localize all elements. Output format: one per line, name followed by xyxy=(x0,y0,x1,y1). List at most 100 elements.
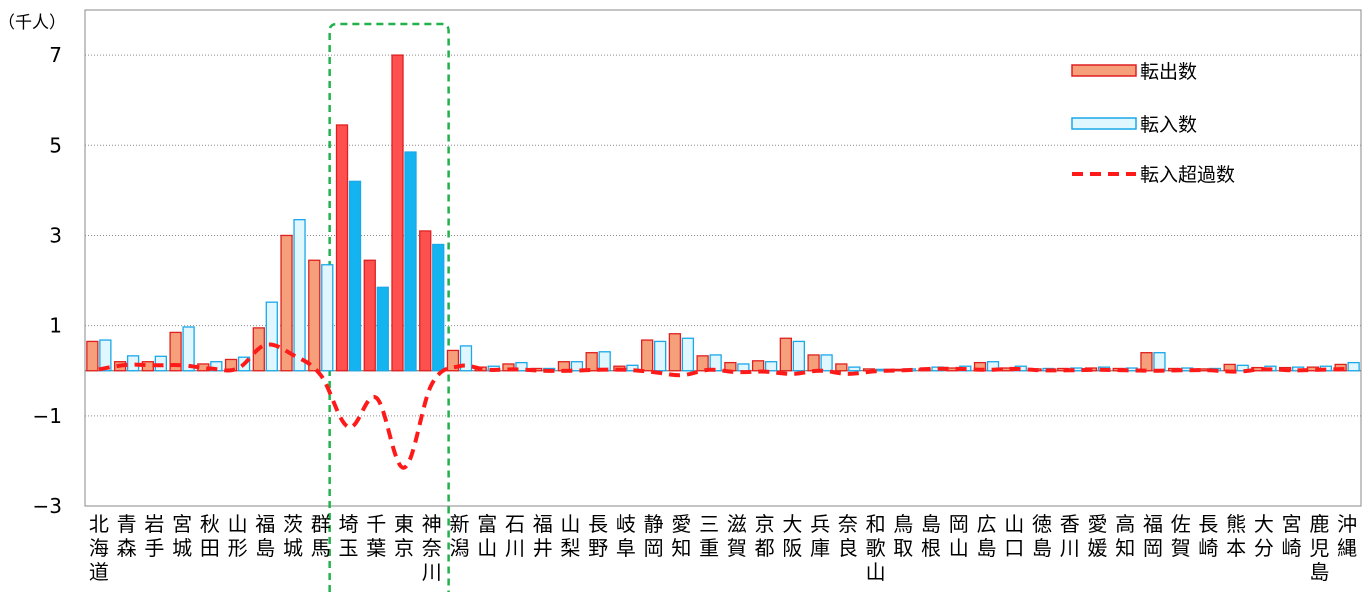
bar-inflow-熊本 xyxy=(1236,364,1249,372)
net-inflow-series xyxy=(98,342,1348,470)
x-tick-label: 滋賀 xyxy=(727,512,747,560)
x-tick-label: 三重 xyxy=(699,512,719,560)
x-tick-label: 山梨 xyxy=(560,512,580,560)
x-tick-label: 千葉 xyxy=(366,512,386,560)
bar-outflow-静岡 xyxy=(641,339,654,372)
x-tick-label: 青森 xyxy=(117,512,137,560)
x-tick-label: 鳥取 xyxy=(893,512,913,560)
x-tick-label: 群馬 xyxy=(311,512,331,560)
x-tick-label: 石川 xyxy=(505,512,525,560)
x-tick-label: 熊本 xyxy=(1226,512,1246,560)
bar-outflow-宮城 xyxy=(169,331,182,372)
bar-inflow-静岡 xyxy=(654,340,667,372)
bar-inflow-千葉 xyxy=(376,286,389,372)
x-tick-label: 茨城 xyxy=(283,512,303,560)
x-tick-label: 岐阜 xyxy=(616,512,636,560)
x-tick-label: 福井 xyxy=(533,512,553,560)
bar-outflow-東京 xyxy=(391,54,404,372)
x-tick-label: 岡山 xyxy=(949,512,969,560)
x-tick-label: 山口 xyxy=(1004,512,1024,560)
highlight-box xyxy=(328,22,450,592)
legend-label-net: 転入超過数 xyxy=(1140,164,1235,186)
x-tick-label: 奈良 xyxy=(838,512,858,560)
y-tick-label: −3 xyxy=(33,494,62,518)
bar-inflow-福岡 xyxy=(1153,352,1166,372)
bar-outflow-大阪 xyxy=(779,337,792,372)
x-tick-label: 福島 xyxy=(255,512,275,560)
x-tick-label: 新潟 xyxy=(449,512,469,560)
x-tick-label: 島根 xyxy=(921,512,941,560)
x-tick-label: 宮崎 xyxy=(1282,512,1302,560)
x-tick-label: 大分 xyxy=(1254,512,1274,560)
bar-inflow-東京 xyxy=(404,151,417,372)
bar-inflow-京都 xyxy=(764,361,778,372)
bar-inflow-大阪 xyxy=(792,340,805,372)
x-tick-label: 高知 xyxy=(1115,512,1135,560)
x-tick-label: 山形 xyxy=(228,512,248,560)
x-tick-label: 愛知 xyxy=(671,512,691,560)
bar-inflow-岐阜 xyxy=(626,364,639,372)
bar-outflow-埼玉 xyxy=(335,124,349,372)
y-tick-label: 1 xyxy=(49,314,62,338)
x-tick-label: 宮城 xyxy=(172,512,192,560)
bar-outflow-千葉 xyxy=(363,259,376,372)
bar-inflow-沖縄 xyxy=(1347,361,1360,372)
x-tick-label: 大阪 xyxy=(782,512,802,560)
highlight-frame xyxy=(328,22,450,592)
x-tick-label: 岩手 xyxy=(144,512,164,560)
net-inflow-line xyxy=(98,342,1348,470)
bar-inflow-北海道 xyxy=(99,339,112,372)
x-tick-label: 北海道 xyxy=(89,512,109,584)
x-tick-label: 佐賀 xyxy=(1171,512,1191,560)
x-tick-label: 富山 xyxy=(477,512,497,560)
x-tick-label: 京都 xyxy=(755,512,775,560)
bar-outflow-群馬 xyxy=(308,259,321,372)
bar-inflow-石川 xyxy=(515,361,528,372)
x-tick-label: 愛媛 xyxy=(1087,512,1107,560)
bar-inflow-山梨 xyxy=(570,361,584,372)
x-tick-label: 秋田 xyxy=(200,512,220,560)
bar-outflow-茨城 xyxy=(280,234,293,372)
bar-outflow-北海道 xyxy=(86,340,99,372)
bar-outflow-京都 xyxy=(751,360,765,372)
bar-inflow-神奈川 xyxy=(432,243,445,372)
x-tick-label: 神奈川 xyxy=(422,512,442,584)
x-tick-label: 長野 xyxy=(588,512,608,560)
y-axis: （千人） 7 5 3 1 −1 −3 xyxy=(0,13,66,518)
bar-inflow-滋賀 xyxy=(737,363,750,372)
x-tick-label: 兵庫 xyxy=(810,512,830,560)
bar-inflow-宮城 xyxy=(182,326,195,372)
bar-inflow-奈良 xyxy=(848,366,861,372)
x-tick-label: 長崎 xyxy=(1198,512,1218,560)
bar-outflow-長野 xyxy=(585,352,598,372)
x-axis-labels: 北海道青森岩手宮城秋田山形福島茨城群馬埼玉千葉東京神奈川新潟富山石川福井山梨長野… xyxy=(89,512,1357,584)
legend-label-outflow: 転出数 xyxy=(1140,61,1197,83)
x-tick-label: 沖縄 xyxy=(1337,512,1357,560)
bar-inflow-兵庫 xyxy=(820,354,833,372)
x-tick-label: 福岡 xyxy=(1143,512,1163,560)
bar-outflow-奈良 xyxy=(835,363,848,372)
x-tick-label: 広島 xyxy=(977,512,997,560)
bar-inflow-埼玉 xyxy=(348,180,362,372)
bar-outflow-三重 xyxy=(696,355,709,372)
x-tick-label: 東京 xyxy=(394,512,414,560)
bar-outflow-兵庫 xyxy=(807,354,820,372)
bar-inflow-新潟 xyxy=(459,345,473,372)
y-tick-label: 3 xyxy=(49,223,62,247)
legend-swatch-outflow xyxy=(1071,64,1137,77)
x-tick-label: 和歌山 xyxy=(866,512,886,584)
legend-label-inflow: 転入数 xyxy=(1140,114,1197,136)
bar-outflow-福岡 xyxy=(1140,352,1153,372)
legend-swatch-inflow xyxy=(1071,117,1137,130)
bar-inflow-福島 xyxy=(265,301,278,372)
bar-outflow-神奈川 xyxy=(419,230,432,372)
bar-outflow-愛知 xyxy=(668,333,682,372)
x-tick-label: 香川 xyxy=(1060,512,1080,560)
y-unit-label: （千人） xyxy=(0,13,66,33)
y-tick-label: 7 xyxy=(49,43,62,67)
bar-inflow-群馬 xyxy=(321,264,334,372)
bar-outflow-新潟 xyxy=(446,349,460,372)
